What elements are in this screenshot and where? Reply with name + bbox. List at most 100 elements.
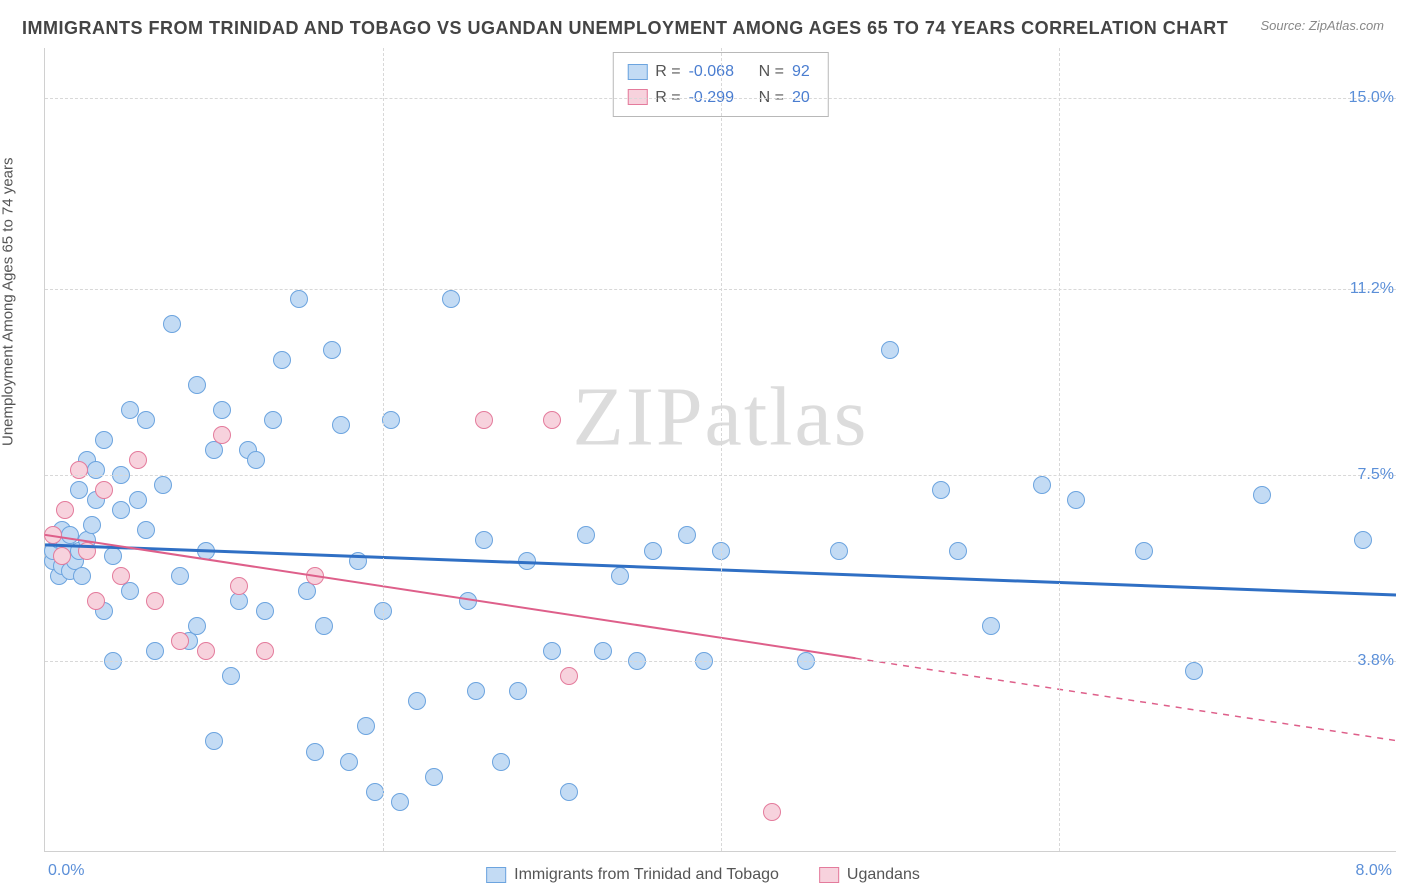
data-point-trinidad bbox=[146, 642, 164, 660]
data-point-ugandan bbox=[129, 451, 147, 469]
chart-title: IMMIGRANTS FROM TRINIDAD AND TOBAGO VS U… bbox=[22, 18, 1228, 39]
gridline-v bbox=[1059, 48, 1060, 851]
data-point-trinidad bbox=[205, 732, 223, 750]
data-point-trinidad bbox=[121, 401, 139, 419]
gridline-v bbox=[383, 48, 384, 851]
data-point-trinidad bbox=[366, 783, 384, 801]
data-point-trinidad bbox=[357, 717, 375, 735]
y-axis-tick: 11.2% bbox=[1350, 280, 1394, 298]
data-point-ugandan bbox=[78, 542, 96, 560]
y-axis-tick: 7.5% bbox=[1358, 466, 1394, 484]
data-point-ugandan bbox=[56, 501, 74, 519]
data-point-trinidad bbox=[949, 542, 967, 560]
legend-label: Ugandans bbox=[847, 866, 920, 884]
data-point-trinidad bbox=[577, 526, 595, 544]
data-point-trinidad bbox=[391, 793, 409, 811]
data-point-ugandan bbox=[306, 567, 324, 585]
series-legend: Immigrants from Trinidad and Tobago Ugand… bbox=[486, 866, 920, 884]
data-point-trinidad bbox=[73, 567, 91, 585]
data-point-trinidad bbox=[332, 416, 350, 434]
data-point-trinidad bbox=[408, 692, 426, 710]
data-point-trinidad bbox=[137, 411, 155, 429]
data-point-trinidad bbox=[1354, 531, 1372, 549]
x-axis-tick-min: 0.0% bbox=[48, 862, 84, 880]
data-point-ugandan bbox=[213, 426, 231, 444]
data-point-ugandan bbox=[44, 526, 62, 544]
data-point-ugandan bbox=[256, 642, 274, 660]
data-point-trinidad bbox=[256, 602, 274, 620]
data-point-ugandan bbox=[53, 547, 71, 565]
data-point-trinidad bbox=[163, 315, 181, 333]
data-point-trinidad bbox=[492, 753, 510, 771]
y-axis-tick: 15.0% bbox=[1349, 89, 1394, 107]
data-point-trinidad bbox=[475, 531, 493, 549]
data-point-trinidad bbox=[95, 431, 113, 449]
data-point-trinidad bbox=[188, 376, 206, 394]
data-point-trinidad bbox=[1185, 662, 1203, 680]
data-point-trinidad bbox=[594, 642, 612, 660]
data-point-trinidad bbox=[290, 290, 308, 308]
data-point-trinidad bbox=[222, 667, 240, 685]
data-point-trinidad bbox=[932, 481, 950, 499]
data-point-trinidad bbox=[1033, 476, 1051, 494]
data-point-trinidad bbox=[112, 501, 130, 519]
data-point-trinidad bbox=[188, 617, 206, 635]
data-point-trinidad bbox=[70, 481, 88, 499]
source-attribution: Source: ZipAtlas.com bbox=[1260, 18, 1384, 33]
gridline-v bbox=[721, 48, 722, 851]
data-point-trinidad bbox=[154, 476, 172, 494]
data-point-trinidad bbox=[425, 768, 443, 786]
data-point-trinidad bbox=[197, 542, 215, 560]
data-point-trinidad bbox=[247, 451, 265, 469]
swatch-trinidad bbox=[627, 64, 647, 80]
data-point-trinidad bbox=[518, 552, 536, 570]
data-point-ugandan bbox=[112, 567, 130, 585]
x-axis-tick-max: 8.0% bbox=[1356, 862, 1392, 880]
data-point-trinidad bbox=[213, 401, 231, 419]
data-point-trinidad bbox=[442, 290, 460, 308]
data-point-trinidad bbox=[1135, 542, 1153, 560]
data-point-ugandan bbox=[543, 411, 561, 429]
data-point-trinidad bbox=[560, 783, 578, 801]
data-point-trinidad bbox=[273, 351, 291, 369]
data-point-ugandan bbox=[475, 411, 493, 429]
data-point-trinidad bbox=[509, 682, 527, 700]
y-axis-label: Unemployment Among Ages 65 to 74 years bbox=[0, 157, 17, 446]
data-point-trinidad bbox=[382, 411, 400, 429]
data-point-trinidad bbox=[644, 542, 662, 560]
data-point-trinidad bbox=[982, 617, 1000, 635]
stats-row-trinidad: R =-0.068N =92 bbox=[627, 59, 809, 85]
scatter-chart: ZIPatlas R =-0.068N =92R =-0.299N =20 bbox=[44, 48, 1396, 852]
swatch-trinidad bbox=[486, 867, 506, 883]
data-point-trinidad bbox=[881, 341, 899, 359]
data-point-trinidad bbox=[1067, 491, 1085, 509]
data-point-trinidad bbox=[459, 592, 477, 610]
data-point-trinidad bbox=[340, 753, 358, 771]
data-point-trinidad bbox=[611, 567, 629, 585]
data-point-ugandan bbox=[146, 592, 164, 610]
data-point-trinidad bbox=[306, 743, 324, 761]
data-point-ugandan bbox=[560, 667, 578, 685]
data-point-trinidad bbox=[87, 461, 105, 479]
data-point-trinidad bbox=[323, 341, 341, 359]
legend-label: Immigrants from Trinidad and Tobago bbox=[514, 866, 779, 884]
data-point-trinidad bbox=[830, 542, 848, 560]
data-point-trinidad bbox=[129, 491, 147, 509]
data-point-ugandan bbox=[230, 577, 248, 595]
swatch-ugandan bbox=[819, 867, 839, 883]
data-point-ugandan bbox=[70, 461, 88, 479]
data-point-trinidad bbox=[315, 617, 333, 635]
data-point-ugandan bbox=[171, 632, 189, 650]
data-point-trinidad bbox=[137, 521, 155, 539]
legend-item-trinidad: Immigrants from Trinidad and Tobago bbox=[486, 866, 779, 884]
data-point-trinidad bbox=[171, 567, 189, 585]
data-point-ugandan bbox=[87, 592, 105, 610]
data-point-ugandan bbox=[197, 642, 215, 660]
data-point-trinidad bbox=[83, 516, 101, 534]
data-point-ugandan bbox=[95, 481, 113, 499]
legend-item-ugandan: Ugandans bbox=[819, 866, 920, 884]
data-point-trinidad bbox=[104, 547, 122, 565]
y-axis-tick: 3.8% bbox=[1358, 652, 1394, 670]
data-point-trinidad bbox=[121, 582, 139, 600]
data-point-trinidad bbox=[678, 526, 696, 544]
